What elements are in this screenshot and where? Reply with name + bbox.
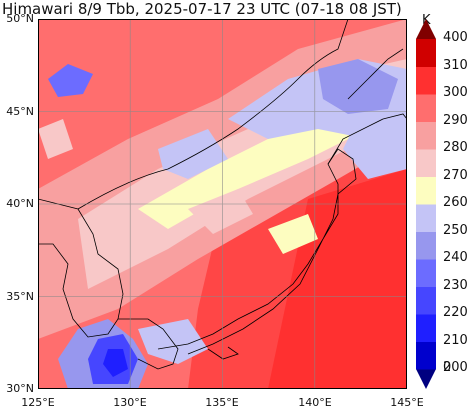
colorbar-bin-0 — [416, 369, 436, 389]
colorbar-label: 200 — [443, 360, 468, 375]
lon-label-145: 145°E — [390, 396, 424, 409]
lon-label-135: 135°E — [205, 396, 239, 409]
colorbar-label: 220 — [443, 305, 468, 320]
colorbar-label: 250 — [443, 222, 468, 238]
colorbar-label: 270 — [443, 167, 468, 183]
colorbar — [416, 19, 436, 389]
colorbar-bin-6 — [416, 204, 436, 232]
colorbar-bin-1 — [416, 341, 436, 370]
colorbar-label: 280 — [443, 140, 468, 155]
colorbar-bin-3 — [416, 286, 436, 315]
lon-label-125: 125°E — [21, 396, 55, 409]
colorbar-bin-10 — [416, 94, 436, 122]
lat-label-45: 45°N — [6, 105, 34, 118]
colorbar-label: 290 — [443, 112, 468, 128]
colorbar-label: 240 — [443, 250, 468, 265]
lat-label-35: 35°N — [6, 290, 34, 303]
colorbar-label: 310 — [443, 57, 468, 73]
colorbar-label: 300 — [443, 85, 468, 100]
colorbar-label: 230 — [443, 277, 468, 293]
lat-label-50: 50°N — [6, 12, 34, 25]
lat-label-40: 40°N — [6, 197, 34, 210]
colorbar-bin-7 — [416, 176, 436, 205]
colorbar-bin-8 — [416, 149, 436, 177]
colorbar-bin-4 — [416, 259, 436, 287]
colorbar-bin-11 — [416, 66, 436, 95]
lon-label-140: 140°E — [298, 396, 332, 409]
satellite-map — [38, 19, 407, 389]
colorbar-bin-2 — [416, 314, 436, 342]
colorbar-bin-13 — [416, 19, 436, 39]
colorbar-label: 210 — [443, 332, 468, 348]
colorbar-bin-12 — [416, 39, 436, 67]
colorbar-label: 400 — [443, 30, 468, 45]
colorbar-label: 0 — [443, 360, 452, 375]
lat-label-30: 30°N — [6, 382, 34, 395]
colorbar-label: 260 — [443, 195, 468, 210]
lon-label-130: 130°E — [113, 396, 147, 409]
colorbar-bin-5 — [416, 231, 436, 260]
colorbar-bin-9 — [416, 121, 436, 150]
map-title: Himawari 8/9 Tbb, 2025-07-17 23 UTC (07-… — [2, 0, 402, 18]
